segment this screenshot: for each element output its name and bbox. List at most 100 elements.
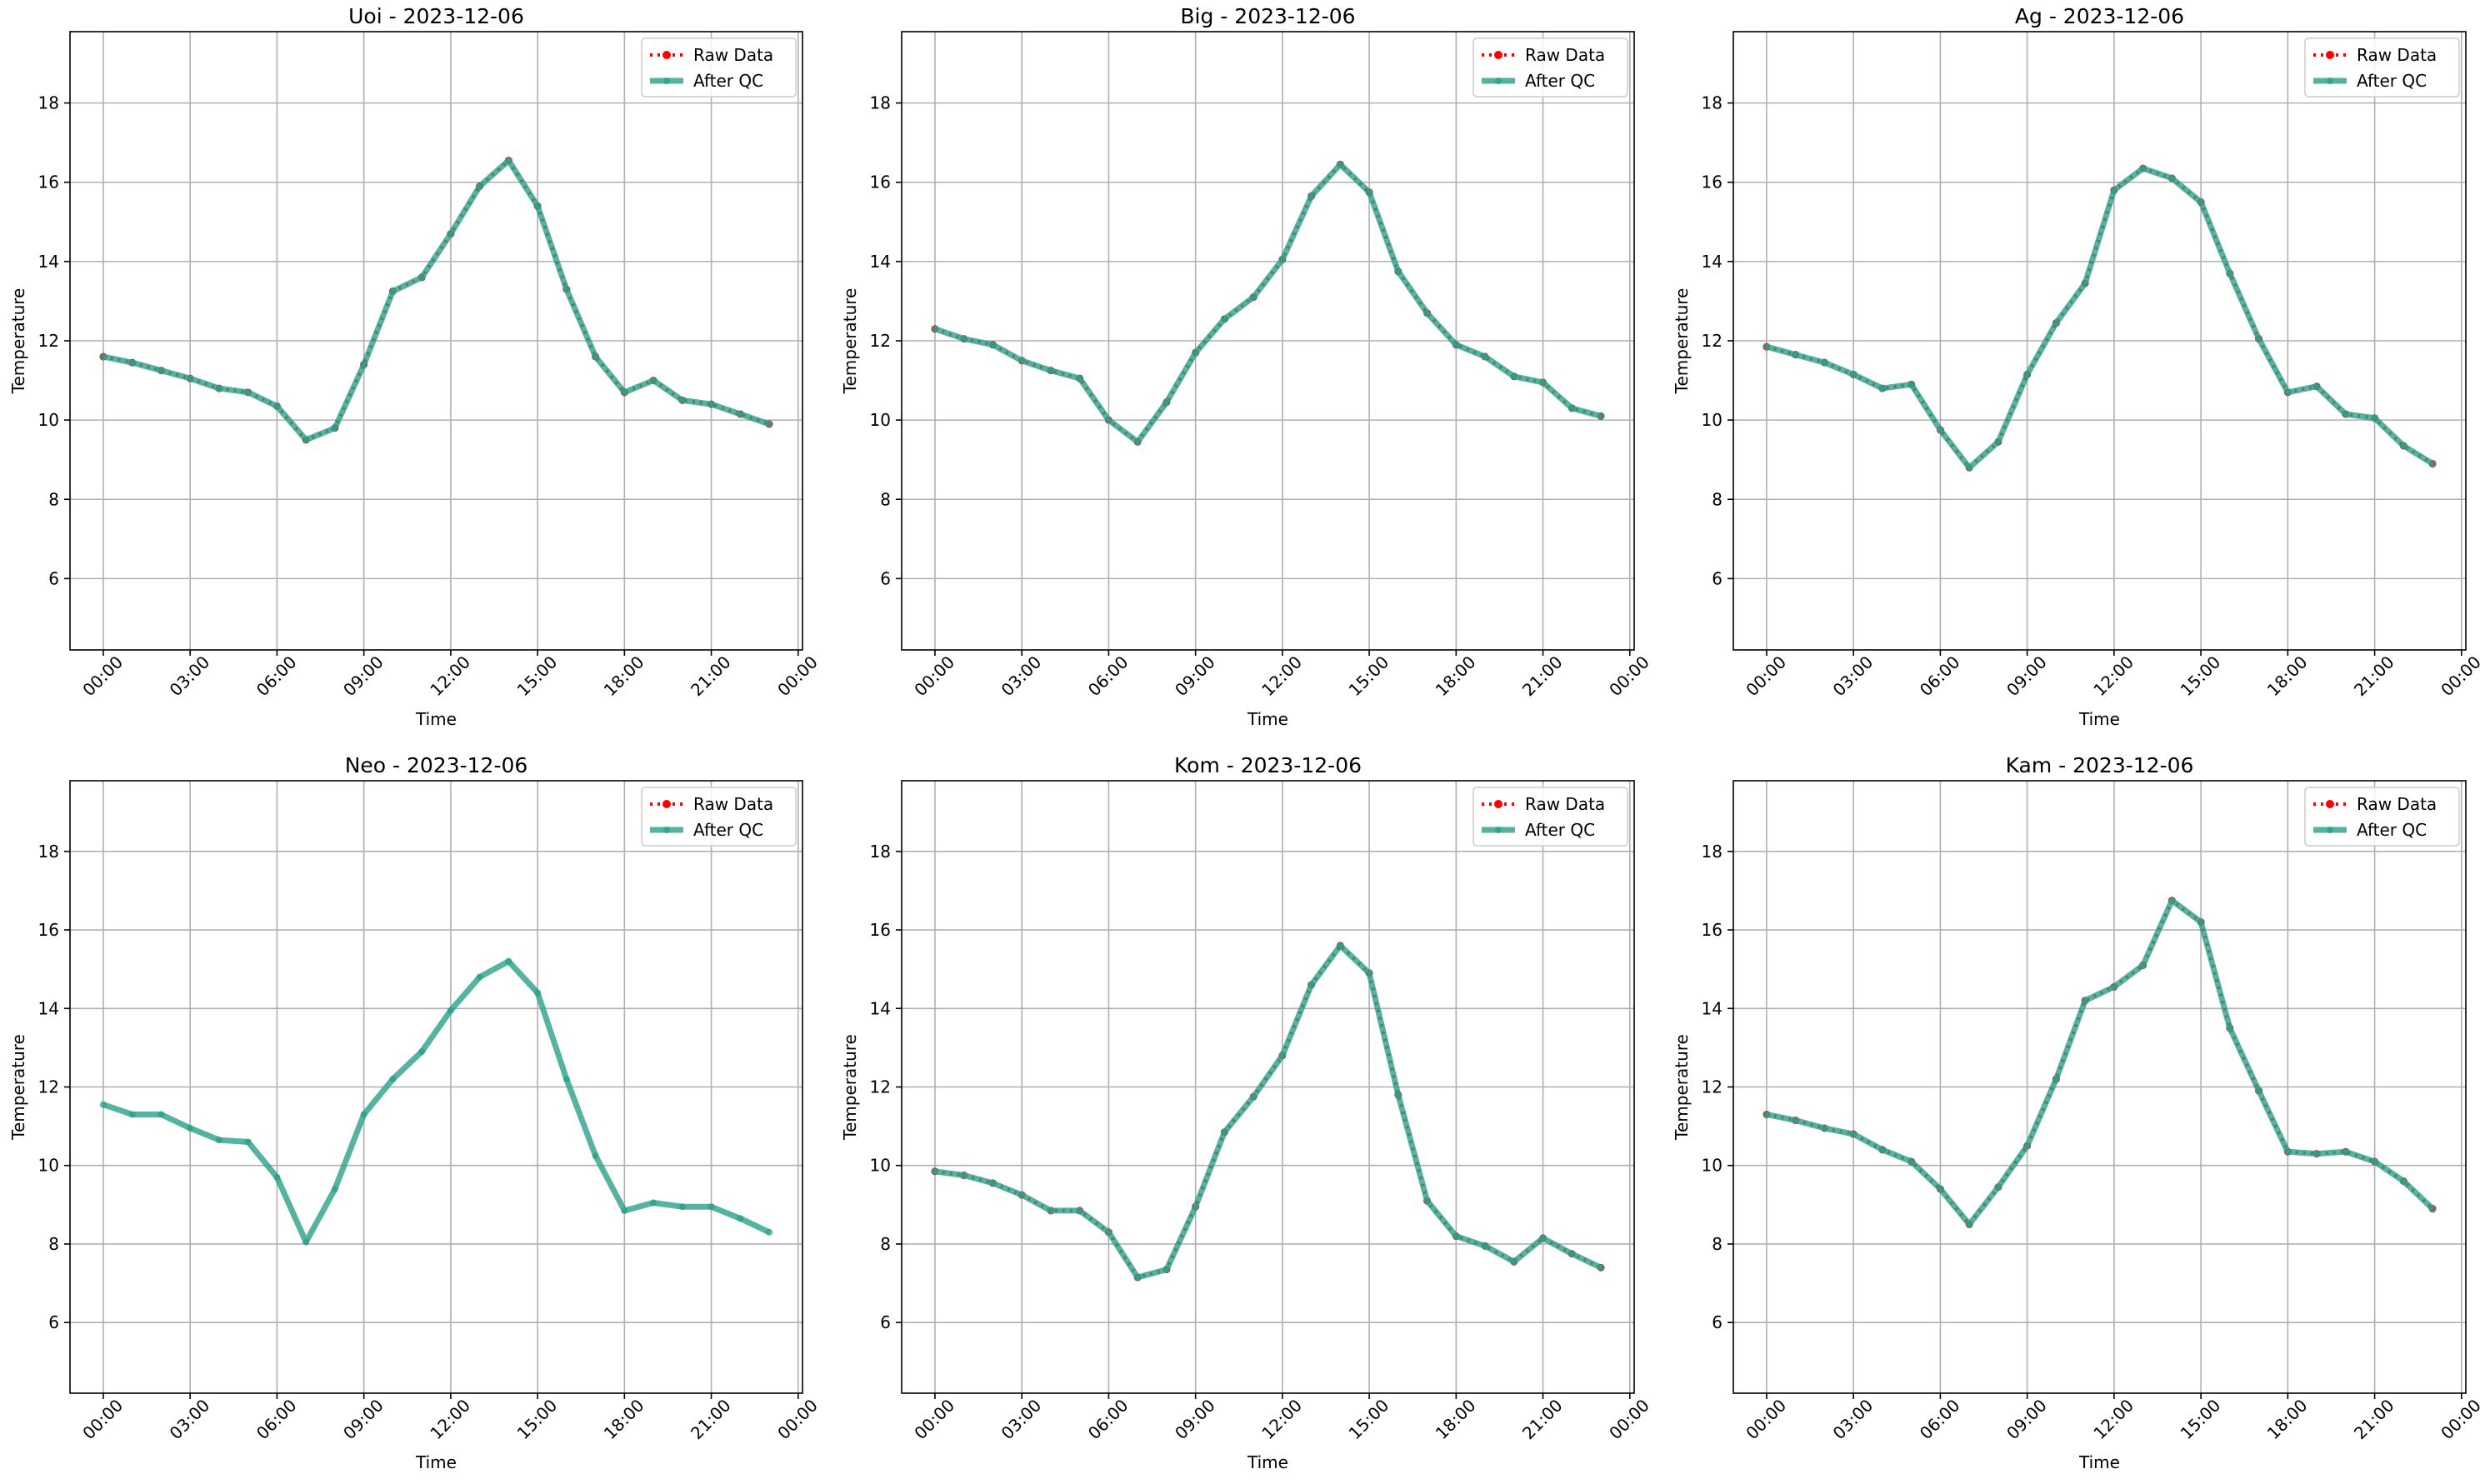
qc-marker (1047, 367, 1054, 374)
subplot: Big - 2023-12-06 6 8 10 12 14 16 18 00:00 03:00 06… (840, 4, 1653, 729)
qc-marker (708, 401, 715, 408)
qc-marker (1482, 1242, 1489, 1250)
legend-marker (1494, 51, 1502, 59)
qc-marker (1105, 417, 1112, 424)
x-tick-label: 00:00 (1605, 1395, 1653, 1443)
y-tick-label: 6 (48, 568, 59, 588)
qc-marker (273, 1173, 281, 1181)
y-tick-label: 8 (880, 489, 891, 509)
x-tick-label: 03:00 (998, 652, 1046, 700)
y-tick-label: 6 (1712, 568, 1722, 588)
qc-marker (1105, 1228, 1112, 1236)
legend-label: After QC (1525, 71, 1595, 91)
x-tick-label: 06:00 (1916, 1395, 1964, 1443)
y-axis-label: Temperature (1672, 288, 1692, 395)
qc-marker (2052, 319, 2060, 327)
qc-marker (1792, 1117, 1799, 1124)
x-tick-label: 18:00 (600, 652, 648, 700)
qc-marker (2429, 1205, 2437, 1212)
qc-marker (2284, 1148, 2292, 1156)
x-tick-label: 00:00 (910, 1395, 958, 1443)
qc-marker (2371, 1158, 2378, 1166)
qc-marker (1394, 1091, 1402, 1098)
plot-area (931, 942, 1605, 1282)
qc-marker (2110, 187, 2118, 194)
y-tick-label: 14 (1702, 998, 1722, 1018)
plot-area (99, 957, 773, 1246)
y-tick-label: 6 (1712, 1312, 1722, 1332)
x-tick-label: 03:00 (166, 1395, 214, 1443)
x-tick-label: 09:00 (339, 1395, 388, 1443)
qc-marker (1308, 192, 1315, 200)
qc-marker (215, 385, 222, 392)
qc-marker (1598, 412, 1605, 420)
raw-line (1766, 167, 2434, 470)
qc-marker (1076, 375, 1083, 382)
legend-marker (1495, 77, 1502, 84)
qc-marker (187, 375, 194, 382)
qc-marker (2023, 1142, 2031, 1150)
legend-label: Raw Data (2357, 45, 2437, 65)
chart-title: Ag - 2023-12-06 (2015, 4, 2184, 28)
qc-line (102, 958, 771, 1246)
qc-marker (650, 1199, 658, 1207)
x-tick-label: 18:00 (1432, 652, 1480, 700)
qc-marker (244, 388, 252, 396)
legend-label: After QC (693, 820, 763, 840)
legend-label: Raw Data (2357, 794, 2437, 814)
y-tick-label: 12 (870, 1077, 891, 1097)
qc-marker (1510, 372, 1518, 380)
qc-marker (2342, 1148, 2349, 1156)
x-tick-label: 12:00 (1258, 652, 1306, 700)
x-axis-label: Time (2078, 709, 2120, 729)
qc-marker (1966, 1221, 1973, 1228)
qc-marker (2168, 174, 2176, 182)
qc-marker (2139, 165, 2147, 172)
qc-marker (1337, 161, 1344, 168)
x-tick-label: 00:00 (2437, 1395, 2485, 1443)
qc-marker (331, 1186, 338, 1192)
qc-marker (331, 424, 338, 432)
qc-marker (2226, 270, 2233, 277)
qc-marker (418, 1048, 426, 1056)
x-tick-label: 06:00 (1084, 652, 1132, 700)
qc-line (102, 157, 771, 443)
qc-marker (1994, 1183, 2002, 1191)
subplot: Kom - 2023-12-06 6 8 10 12 14 16 18 00:00 03:00 06… (840, 753, 1653, 1472)
x-axis-label: Time (415, 1452, 457, 1472)
y-tick-label: 6 (880, 1312, 891, 1332)
x-tick-label: 15:00 (1345, 652, 1393, 700)
qc-marker (2400, 442, 2408, 450)
x-tick-label: 21:00 (1518, 1395, 1567, 1443)
qc-marker (418, 273, 426, 281)
legend-marker (663, 827, 670, 833)
y-tick-label: 16 (870, 920, 891, 940)
qc-marker (650, 377, 658, 384)
x-tick-label: 00:00 (2437, 652, 2485, 700)
legend-marker (663, 77, 670, 84)
qc-marker (621, 1207, 628, 1214)
x-tick-label: 12:00 (2089, 1395, 2138, 1443)
qc-marker (1908, 381, 1915, 388)
subplot: Ag - 2023-12-06 6 8 10 12 14 16 18 00:00 03:00 06:… (1672, 4, 2485, 729)
qc-marker (2313, 1150, 2321, 1157)
qc-marker (447, 230, 454, 237)
qc-marker (2313, 382, 2321, 390)
y-tick-label: 10 (38, 410, 59, 430)
qc-line (934, 942, 1602, 1281)
qc-marker (1878, 385, 1886, 392)
legend-label: Raw Data (1525, 794, 1605, 814)
qc-marker (1908, 1158, 1915, 1166)
qc-marker (2198, 198, 2205, 206)
y-tick-label: 6 (48, 1312, 59, 1332)
legend-label: Raw Data (1525, 45, 1605, 65)
y-tick-label: 8 (880, 1234, 891, 1254)
qc-marker (1250, 1093, 1258, 1101)
qc-marker (2052, 1076, 2060, 1083)
qc-marker (1452, 1232, 1460, 1240)
qc-marker (1162, 398, 1170, 406)
x-tick-label: 12:00 (1258, 1395, 1306, 1443)
qc-marker (1134, 438, 1142, 446)
x-tick-label: 00:00 (1742, 1395, 1790, 1443)
